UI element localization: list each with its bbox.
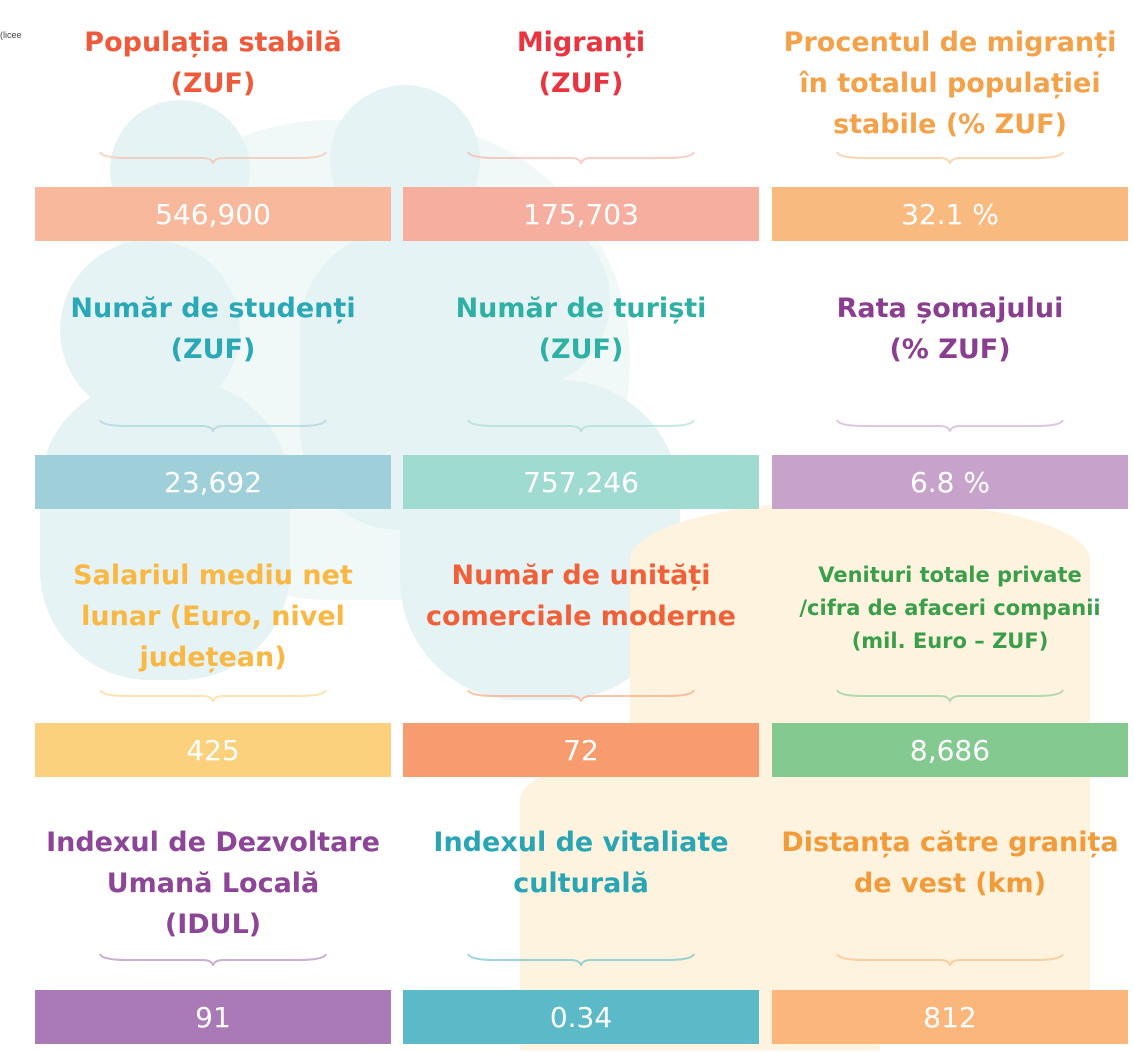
- cell-title: Procentul de migranți în totalul populați…: [772, 22, 1128, 145]
- cell-title: Rata șomajului (% ZUF): [772, 288, 1128, 370]
- title-line: (ZUF): [170, 68, 256, 99]
- brace: [836, 689, 1064, 702]
- title-line: Număr de studenți: [70, 293, 356, 324]
- value-bar: 546,900: [35, 187, 391, 241]
- cell-title: Salariul mediu net lunar (Euro, nivel jude…: [35, 555, 391, 678]
- title-line: Procentul de migranți: [783, 27, 1117, 58]
- brace: [836, 953, 1064, 966]
- title-line: Număr de turiști: [455, 293, 707, 324]
- title-line: Umană Locală: [106, 868, 320, 899]
- cell-title: Număr de studenți (ZUF): [35, 288, 391, 370]
- title-line: stabile (% ZUF): [833, 109, 1067, 140]
- value-bar: 91: [35, 990, 391, 1044]
- cell-title: Număr de unități comerciale moderne: [403, 555, 759, 637]
- brace: [467, 689, 695, 702]
- title-line: culturală: [513, 868, 649, 899]
- cell-title: Număr de turiști (ZUF): [403, 288, 759, 370]
- title-line: în totalul populației: [799, 68, 1101, 99]
- value-bar: 175,703: [403, 187, 759, 241]
- title-line: (ZUF): [538, 68, 624, 99]
- value-bar: 757,246: [403, 455, 759, 509]
- brace: [99, 151, 327, 164]
- brace: [99, 953, 327, 966]
- brace: [99, 689, 327, 702]
- brace: [836, 419, 1064, 432]
- title-line: Număr de unități: [451, 560, 711, 591]
- title-line: Venituri totale private: [818, 563, 1082, 587]
- title-line: Rata șomajului: [836, 293, 1064, 324]
- title-line: de vest (km): [853, 868, 1047, 899]
- title-line: Distanța către granița: [781, 827, 1119, 858]
- value-bar: 6.8 %: [772, 455, 1128, 509]
- cell-title: Venituri totale private/cifra de afaceri…: [772, 559, 1128, 658]
- cell-title: Distanța către granița de vest (km): [772, 822, 1128, 904]
- title-line: comerciale moderne: [426, 601, 736, 632]
- brace: [467, 953, 695, 966]
- brace: [836, 151, 1064, 164]
- value-bar: 812: [772, 990, 1128, 1044]
- brace: [467, 151, 695, 164]
- value-bar: 32.1 %: [772, 187, 1128, 241]
- cell-title: Populația stabilă (ZUF): [35, 22, 391, 104]
- title-line: Populația stabilă: [84, 27, 342, 58]
- title-line: Migranți: [516, 27, 646, 58]
- title-line: (ZUF): [170, 334, 256, 365]
- value-bar: 23,692: [35, 455, 391, 509]
- title-line: (IDUL): [164, 909, 262, 940]
- title-line: (mil. Euro – ZUF): [851, 629, 1049, 653]
- value-bar: 425: [35, 723, 391, 777]
- value-bar: 0.34: [403, 990, 759, 1044]
- brace: [467, 419, 695, 432]
- value-bar: 72: [403, 723, 759, 777]
- title-line: (% ZUF): [889, 334, 1011, 365]
- title-line: Salariul mediu net: [73, 560, 353, 591]
- cell-title: Migranți (ZUF): [403, 22, 759, 104]
- cell-title: Indexul de vitaliate culturală: [403, 822, 759, 904]
- title-line: județean): [139, 642, 287, 673]
- note: (licee: [0, 30, 22, 40]
- title-line: /cifra de afaceri companii: [799, 596, 1101, 620]
- title-line: lunar (Euro, nivel: [81, 601, 345, 632]
- brace: [99, 419, 327, 432]
- title-line: Indexul de vitaliate: [433, 827, 729, 858]
- title-line: (ZUF): [538, 334, 624, 365]
- value-bar: 8,686: [772, 723, 1128, 777]
- title-line: Indexul de Dezvoltare: [46, 827, 380, 858]
- cell-title: Indexul de Dezvoltare Umană Locală (IDUL): [35, 822, 391, 945]
